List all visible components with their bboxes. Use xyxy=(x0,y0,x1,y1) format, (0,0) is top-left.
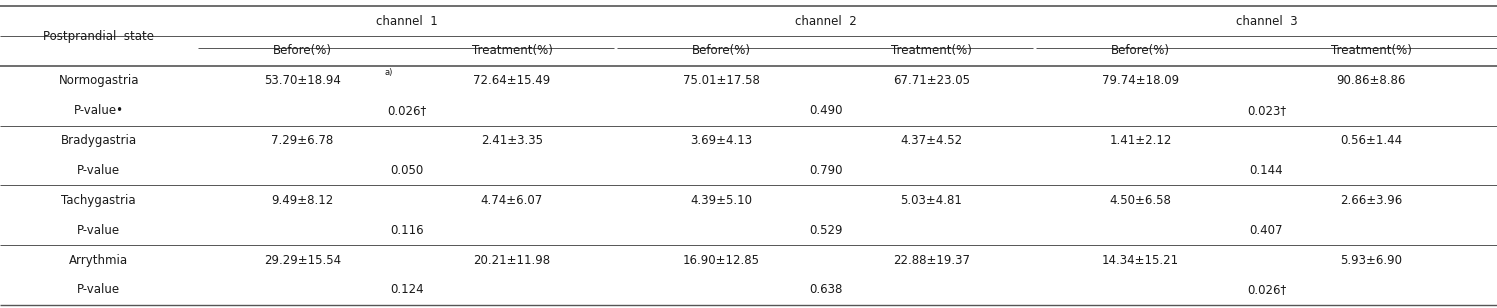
Text: P-value: P-value xyxy=(78,224,120,237)
Text: Treatment(%): Treatment(%) xyxy=(472,44,552,58)
Text: 0.050: 0.050 xyxy=(391,164,424,177)
Text: 0.490: 0.490 xyxy=(810,104,843,117)
Text: 1.41±2.12: 1.41±2.12 xyxy=(1109,134,1172,147)
Text: 29.29±15.54: 29.29±15.54 xyxy=(263,253,341,267)
Text: 4.37±4.52: 4.37±4.52 xyxy=(900,134,963,147)
Text: 0.790: 0.790 xyxy=(810,164,843,177)
Text: channel  1: channel 1 xyxy=(376,14,439,28)
Text: Treatment(%): Treatment(%) xyxy=(1331,44,1412,58)
Text: 0.56±1.44: 0.56±1.44 xyxy=(1340,134,1403,147)
Text: 3.69±4.13: 3.69±4.13 xyxy=(690,134,753,147)
Text: a): a) xyxy=(385,68,394,77)
Text: 7.29±6.78: 7.29±6.78 xyxy=(271,134,334,147)
Text: channel  2: channel 2 xyxy=(795,14,858,28)
Text: 90.86±8.86: 90.86±8.86 xyxy=(1337,74,1406,87)
Text: Postprandial  state: Postprandial state xyxy=(43,30,154,43)
Text: P-value: P-value xyxy=(78,164,120,177)
Text: 0.124: 0.124 xyxy=(391,283,424,297)
Text: Tachygastria: Tachygastria xyxy=(61,194,136,207)
Text: 0.116: 0.116 xyxy=(391,224,424,237)
Text: Treatment(%): Treatment(%) xyxy=(891,44,972,58)
Text: 0.144: 0.144 xyxy=(1250,164,1283,177)
Text: 67.71±23.05: 67.71±23.05 xyxy=(892,74,970,87)
Text: Before(%): Before(%) xyxy=(1111,44,1171,58)
Text: 4.74±6.07: 4.74±6.07 xyxy=(481,194,543,207)
Text: 4.39±5.10: 4.39±5.10 xyxy=(690,194,753,207)
Text: 16.90±12.85: 16.90±12.85 xyxy=(683,253,760,267)
Text: 0.407: 0.407 xyxy=(1250,224,1283,237)
Text: 0.638: 0.638 xyxy=(810,283,843,297)
Text: 5.93±6.90: 5.93±6.90 xyxy=(1340,253,1403,267)
Text: 22.88±19.37: 22.88±19.37 xyxy=(892,253,970,267)
Text: 79.74±18.09: 79.74±18.09 xyxy=(1102,74,1180,87)
Text: 72.64±15.49: 72.64±15.49 xyxy=(473,74,551,87)
Text: 2.41±3.35: 2.41±3.35 xyxy=(481,134,543,147)
Text: Normogastria: Normogastria xyxy=(58,74,139,87)
Text: Arrythmia: Arrythmia xyxy=(69,253,129,267)
Text: 9.49±8.12: 9.49±8.12 xyxy=(271,194,334,207)
Text: P-value: P-value xyxy=(78,283,120,297)
Text: 75.01±17.58: 75.01±17.58 xyxy=(683,74,760,87)
Text: 53.70±18.94: 53.70±18.94 xyxy=(263,74,341,87)
Text: channel  3: channel 3 xyxy=(1235,14,1298,28)
Text: 2.66±3.96: 2.66±3.96 xyxy=(1340,194,1403,207)
Text: P-value•: P-value• xyxy=(73,104,124,117)
Text: 14.34±15.21: 14.34±15.21 xyxy=(1102,253,1180,267)
Text: 5.03±4.81: 5.03±4.81 xyxy=(900,194,963,207)
Text: 0.026†: 0.026† xyxy=(388,104,427,117)
Text: 4.50±6.58: 4.50±6.58 xyxy=(1109,194,1172,207)
Text: 20.21±11.98: 20.21±11.98 xyxy=(473,253,551,267)
Text: 0.026†: 0.026† xyxy=(1247,283,1286,297)
Text: 0.529: 0.529 xyxy=(810,224,843,237)
Text: 0.023†: 0.023† xyxy=(1247,104,1286,117)
Text: Before(%): Before(%) xyxy=(692,44,751,58)
Text: Bradygastria: Bradygastria xyxy=(61,134,136,147)
Text: Before(%): Before(%) xyxy=(272,44,332,58)
